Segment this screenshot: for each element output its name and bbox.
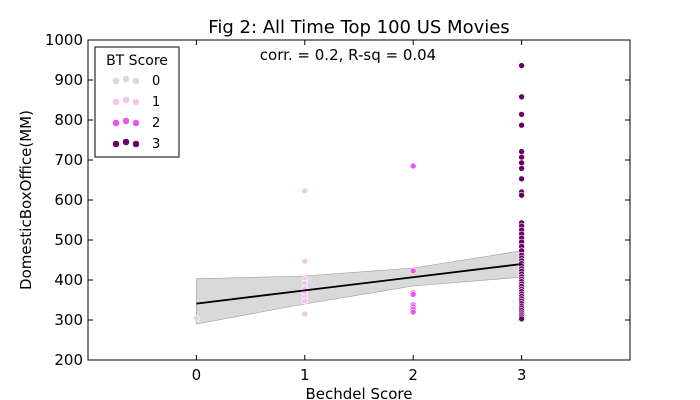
- legend-marker-3: [122, 138, 130, 146]
- data-point-score-3: [518, 153, 525, 161]
- data-point-score-3: [518, 191, 525, 199]
- data-point-score-2: [409, 291, 417, 298]
- y-tick-label: 300: [54, 311, 83, 329]
- legend-marker-1: [122, 96, 130, 104]
- y-tick-label: 800: [54, 111, 83, 129]
- data-point-score-3: [518, 121, 525, 129]
- legend-marker-1: [112, 98, 120, 106]
- data-point-score-3: [518, 111, 525, 118]
- data-point-score-3: [518, 175, 525, 183]
- y-tick-label: 500: [54, 231, 83, 249]
- x-axis-label: Bechdel Score: [306, 385, 413, 400]
- legend-marker-3: [112, 140, 120, 148]
- data-point-score-2: [409, 162, 417, 170]
- legend-marker-3: [132, 140, 140, 148]
- data-point-score-1: [301, 310, 309, 318]
- legend-marker-0: [132, 77, 140, 85]
- legend-marker-2: [132, 119, 140, 127]
- data-point-score-2: [409, 267, 417, 275]
- legend-marker-0: [122, 75, 130, 83]
- y-tick-label: 600: [54, 191, 83, 209]
- data-point-score-1: [301, 297, 309, 305]
- data-point-score-3: [518, 62, 525, 69]
- legend: BT Score 0 1 2 3: [94, 46, 180, 158]
- y-axis-label: DomesticBoxOffice(MM): [17, 110, 35, 290]
- regression-line: [196, 263, 522, 305]
- legend-label-3: 3: [152, 137, 160, 152]
- y-tick-label: 200: [54, 351, 83, 369]
- legend-marker-0: [112, 77, 120, 85]
- y-tick-label: 1000: [45, 31, 83, 49]
- correlation-annotation: corr. = 0.2, R-sq = 0.04: [260, 46, 436, 64]
- data-point-score-3: [518, 148, 525, 155]
- data-point-score-2: [409, 308, 417, 316]
- data-point-score-1: [301, 279, 309, 287]
- data-point-score-1: [301, 187, 309, 195]
- legend-label-0: 0: [152, 74, 160, 89]
- legend-title: BT Score: [106, 53, 168, 69]
- x-tick-label: 3: [517, 366, 527, 384]
- data-point-score-1: [301, 257, 309, 265]
- data-point-score-3: [518, 165, 525, 172]
- data-point-score-0: [193, 315, 200, 322]
- legend-marker-2: [112, 119, 120, 127]
- x-tick-label: 2: [408, 366, 418, 384]
- y-tick-label: 900: [54, 71, 83, 89]
- y-tick-label: 400: [54, 271, 83, 289]
- legend-label-2: 2: [152, 116, 160, 131]
- y-tick-label: 700: [54, 151, 83, 169]
- plot-area: 0 1 2 3 200 300 400 500 600 700 800 900 1000: [45, 31, 631, 384]
- confidence-band: [196, 250, 522, 325]
- x-tick-label: 1: [300, 366, 310, 384]
- data-point-score-3: [518, 159, 525, 167]
- x-tick-label: 0: [192, 366, 202, 384]
- chart-title: Fig 2: All Time Top 100 US Movies: [208, 17, 509, 38]
- data-point-score-3: [518, 93, 525, 101]
- legend-marker-1: [132, 98, 140, 106]
- legend-label-1: 1: [152, 95, 160, 110]
- data-point-score-3: [518, 315, 525, 323]
- legend-marker-2: [122, 117, 130, 125]
